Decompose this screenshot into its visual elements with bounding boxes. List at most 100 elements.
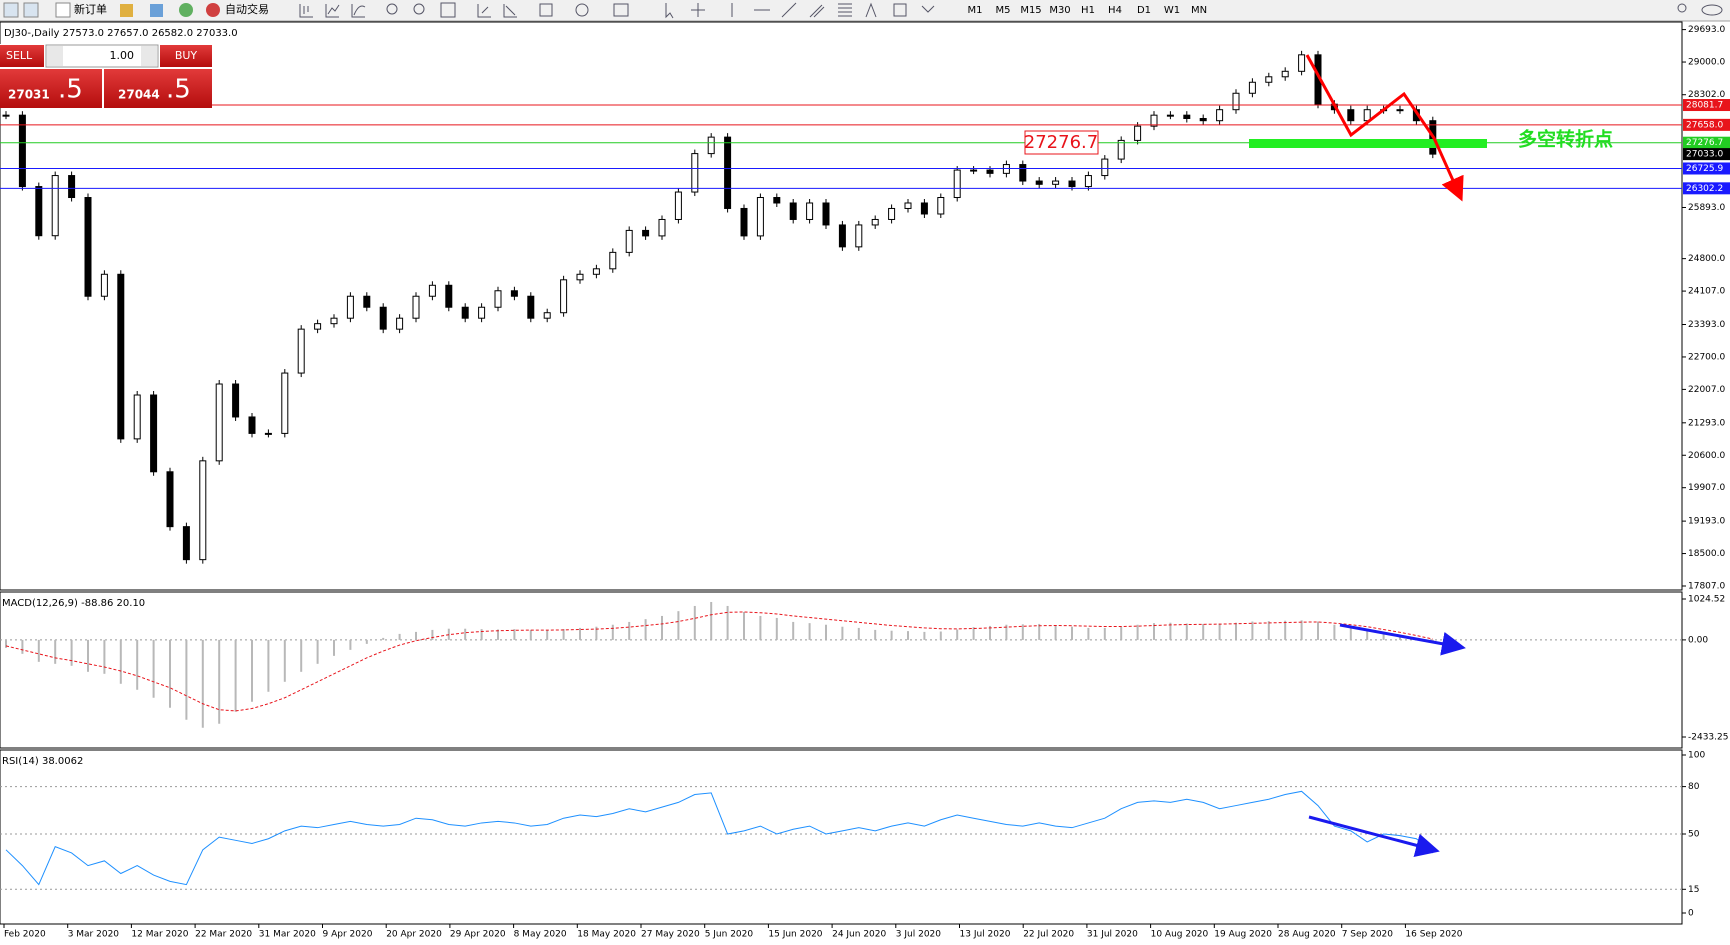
timeframe-button[interactable]: M5 [996,5,1011,16]
lot-input[interactable] [45,44,159,68]
level-label: 27033.0 [1686,150,1723,160]
timeframe-button[interactable]: M30 [1049,5,1070,16]
toolbar: 新订单 自动交易 [0,0,1730,22]
candle [625,229,633,253]
candle [740,207,748,237]
icon[interactable] [539,3,553,17]
timeframe-button[interactable]: MN [1191,5,1207,16]
icon[interactable] [665,3,674,19]
buy-price-box[interactable] [104,69,212,108]
auto-trade-button[interactable]: 自动交易 [225,2,269,16]
candle [527,295,535,319]
x-tick-label: 22 Mar 2020 [195,930,252,940]
candle [100,273,108,297]
icon[interactable] [781,2,797,18]
candle [478,306,486,319]
candle [51,175,59,237]
icon[interactable] [351,4,366,18]
sell-button[interactable] [0,45,44,67]
x-tick-label: 18 May 2020 [577,930,636,940]
candle [904,202,912,209]
timeframe-button[interactable]: D1 [1137,5,1151,16]
candle [1248,81,1256,94]
candle [560,279,568,314]
y-tick-label: 1024.52 [1688,595,1725,605]
x-tick-label: 7 Sep 2020 [1342,930,1394,940]
search-icon[interactable] [1677,3,1687,13]
icon[interactable] [3,2,19,18]
level-label-bg [1683,136,1730,149]
candle [592,268,600,275]
timeframe-button[interactable]: M1 [968,5,983,16]
x-tick-label: 5 Jun 2020 [705,930,754,940]
candle [330,317,338,325]
new-order-button[interactable]: 新订单 [74,2,107,16]
icon[interactable] [1701,4,1723,16]
y-tick-label: 25893.0 [1688,203,1725,213]
annotation-box-text: 27276.7 [1024,132,1098,153]
y-tick-label: 80 [1688,782,1700,792]
x-tick-label: 12 Mar 2020 [131,930,188,940]
candle [510,290,518,297]
icon[interactable] [865,2,877,18]
auto-trade-icon[interactable] [206,3,220,17]
new-order-icon[interactable] [55,2,71,18]
timeframe-button[interactable]: H4 [1108,5,1122,16]
icon[interactable] [503,4,517,18]
plot-area: 29693.0 29000.0 28302.0 25893.0 24800.0 24107… [0,25,1730,940]
icon[interactable] [179,3,193,17]
y-tick-label: 28302.0 [1688,90,1725,100]
rsi-line [5,790,1434,886]
lot-down[interactable] [47,46,63,66]
candle [1068,180,1076,188]
toolbar-bg [0,0,1730,21]
x-tick-label: 31 Jul 2020 [1087,930,1138,940]
icon[interactable] [691,3,705,17]
level-label: 27658.0 [1686,120,1723,130]
icon[interactable] [809,4,825,18]
icon[interactable] [413,3,425,15]
icon[interactable] [921,5,935,13]
macd-trend-arrow [1339,623,1466,656]
candle [1232,92,1240,111]
icon[interactable] [477,4,491,18]
timeframe-button[interactable]: H1 [1081,5,1095,16]
candle [428,284,436,297]
y-tick-label: 100 [1688,751,1705,761]
icon[interactable] [613,3,629,17]
sell-price-box[interactable] [0,69,102,108]
candle [1150,114,1158,127]
buy-button[interactable] [160,45,212,67]
y-tick-label: 15 [1688,885,1699,895]
candle [494,290,502,308]
timeframe-button[interactable]: W1 [1164,5,1180,16]
icon[interactable] [325,4,340,18]
main-panel [0,21,1683,591]
icon[interactable] [386,3,398,15]
icon[interactable] [838,3,852,17]
icon[interactable] [893,3,907,17]
timeframe-button[interactable]: M15 [1020,5,1041,16]
y-tick-label: 0.00 [1688,635,1708,645]
icon[interactable] [440,2,456,18]
icon[interactable] [150,4,163,17]
icon[interactable] [120,4,133,17]
candle [363,295,371,308]
candle [658,218,666,237]
y-tick-label: 18500.0 [1688,549,1725,559]
timeframes: M1 M5 M15 M30 H1 H4 D1 W1 MN [968,5,1208,16]
buy-price-main: 27044 [118,88,160,102]
candle [543,312,551,319]
sell-price-frac: .5 [58,75,83,105]
icon[interactable] [575,3,589,17]
macd-panel [0,591,1683,749]
trade-panel: SELL 1.00 BUY 27031 .5 27044 .5 [0,44,212,108]
candle [674,191,682,220]
icon[interactable] [23,2,39,18]
lot-value: 1.00 [110,49,135,62]
lot-up[interactable] [141,46,157,66]
rsi-label: RSI(14) 38.0062 [2,756,83,767]
candle [166,471,174,528]
icon[interactable] [299,4,313,18]
